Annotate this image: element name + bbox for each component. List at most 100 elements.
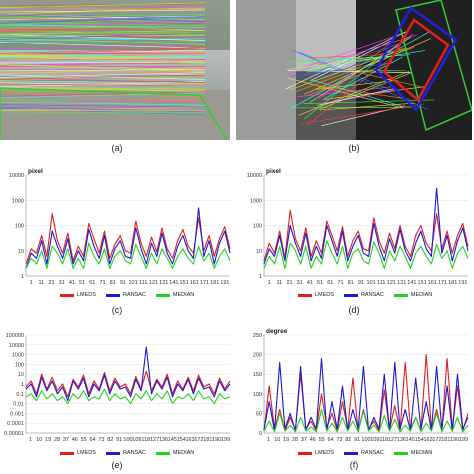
y-tick-label: 100: [253, 224, 262, 230]
legend-item-lmeds: LMEDS: [298, 292, 334, 298]
x-tick-label: 31: [59, 280, 65, 286]
match-line: [0, 7, 206, 10]
match-line: [0, 54, 206, 59]
match-line: [0, 47, 206, 54]
ransac-swatch: [343, 293, 358, 297]
match-line: [0, 34, 206, 42]
x-tick-label: 172: [194, 437, 203, 443]
x-tick-label: 21: [286, 280, 292, 286]
x-tick-label: 131: [159, 280, 168, 286]
legend-label-ransac: RANSAC: [360, 292, 384, 298]
y-tick-label: 10: [18, 249, 24, 255]
match-line: [0, 91, 206, 97]
series-line-median: [263, 408, 469, 433]
match-line: [0, 30, 206, 35]
legend-item-lmeds: LMEDS: [60, 450, 96, 456]
x-tick-label: 55: [319, 437, 325, 443]
match-line: [305, 69, 407, 72]
lmeds-swatch: [298, 293, 312, 297]
x-tick-label: 154: [415, 437, 424, 443]
chart-d: pixel 10000 1000 100 10 1 1 11 21 31 41 51 61 71 81 91 1…: [238, 165, 472, 290]
y-tick-label: 0.001: [10, 411, 24, 417]
x-tick-label: 1: [268, 280, 271, 286]
x-tick-label: 191: [458, 280, 467, 286]
x-tick-label: 73: [336, 437, 342, 443]
x-tick-label: 101: [129, 280, 138, 286]
match-line: [0, 106, 206, 113]
match-line: [0, 64, 206, 73]
series-line-ransac: [25, 207, 231, 269]
match-lines-b: [285, 29, 435, 127]
y-tick-label: 100000: [6, 333, 24, 339]
x-tick-label: 10: [274, 437, 280, 443]
chart-f-svg: degree 250 200 150 100 50 01 10 19 28 37 46 55 64 73 82…: [253, 328, 469, 443]
x-tick-label: 171: [438, 280, 447, 286]
x-tick-label: 141: [407, 280, 416, 286]
match-line: [290, 47, 408, 91]
x-tick-label: 1: [30, 280, 33, 286]
y-tick-label: 10: [256, 249, 262, 255]
x-tick-label: 21: [48, 280, 54, 286]
match-line: [0, 87, 206, 92]
match-line: [0, 41, 206, 44]
x-tick-label: 1: [267, 437, 270, 443]
axis-unit-label: pixel: [28, 168, 43, 175]
match-line: [0, 72, 206, 78]
x-tick-label: 91: [354, 437, 360, 443]
x-tick-label: 81: [348, 280, 354, 286]
x-tick-label: 136: [159, 437, 168, 443]
match-line: [0, 64, 206, 71]
caption-d: (d): [348, 305, 360, 315]
legend-item-median: MEDIAN: [393, 450, 433, 456]
y-tick-label: 100: [15, 224, 24, 230]
series-line-median: [25, 388, 231, 405]
series-line-lmeds: [25, 370, 231, 398]
x-tick-label: 145: [168, 437, 177, 443]
match-line: [0, 63, 206, 70]
match-line: [0, 48, 206, 55]
legend-label-lmeds: LMEDS: [77, 450, 96, 456]
ransac-swatch: [105, 451, 120, 455]
x-tick-label: 136: [397, 437, 406, 443]
homography-box-red: [382, 18, 450, 102]
x-tick-label: 91: [120, 280, 126, 286]
y-tick-label: 1: [21, 274, 24, 280]
x-tick-label: 118: [379, 437, 388, 443]
x-tick-label: 199: [459, 437, 468, 443]
x-tick-label: 181: [441, 437, 450, 443]
match-line: [0, 43, 206, 50]
y-tick-label: 50: [256, 411, 262, 417]
match-line: [0, 3, 206, 7]
x-tick-label: 61: [327, 280, 333, 286]
match-line: [0, 74, 206, 80]
legend-e: LMEDS RANSAC MEDIAN: [60, 450, 194, 456]
series-line-ransac: [25, 346, 231, 402]
x-tick-label: 64: [327, 437, 333, 443]
y-tick-label: 1000: [250, 198, 262, 204]
x-tick-label: 46: [72, 437, 78, 443]
y-tick-label: 0.00001: [4, 431, 24, 437]
legend-label-median: MEDIAN: [172, 292, 195, 298]
match-line: [0, 38, 206, 45]
legend-item-median: MEDIAN: [155, 292, 195, 298]
match-line: [0, 69, 206, 72]
x-tick-label: 10: [36, 437, 42, 443]
x-tick-label: 100: [123, 437, 132, 443]
photo-b-feature-matches: [236, 0, 472, 140]
x-tick-label: 151: [418, 280, 427, 286]
x-tick-label: 199: [221, 437, 230, 443]
x-tick-label: 118: [141, 437, 150, 443]
match-line: [288, 70, 411, 73]
series-line-median: [263, 240, 469, 269]
x-tick-label: 190: [450, 437, 459, 443]
x-tick-label: 91: [358, 280, 364, 286]
x-tick-label: 127: [150, 437, 159, 443]
legend-label-median: MEDIAN: [410, 450, 433, 456]
y-tick-label: 1000: [12, 353, 24, 359]
ransac-swatch: [105, 293, 120, 297]
y-tick-label: 1: [259, 274, 262, 280]
x-tick-label: 145: [406, 437, 415, 443]
x-tick-label: 101: [367, 280, 376, 286]
y-tick-label: 1000: [12, 198, 24, 204]
match-line: [309, 37, 411, 104]
